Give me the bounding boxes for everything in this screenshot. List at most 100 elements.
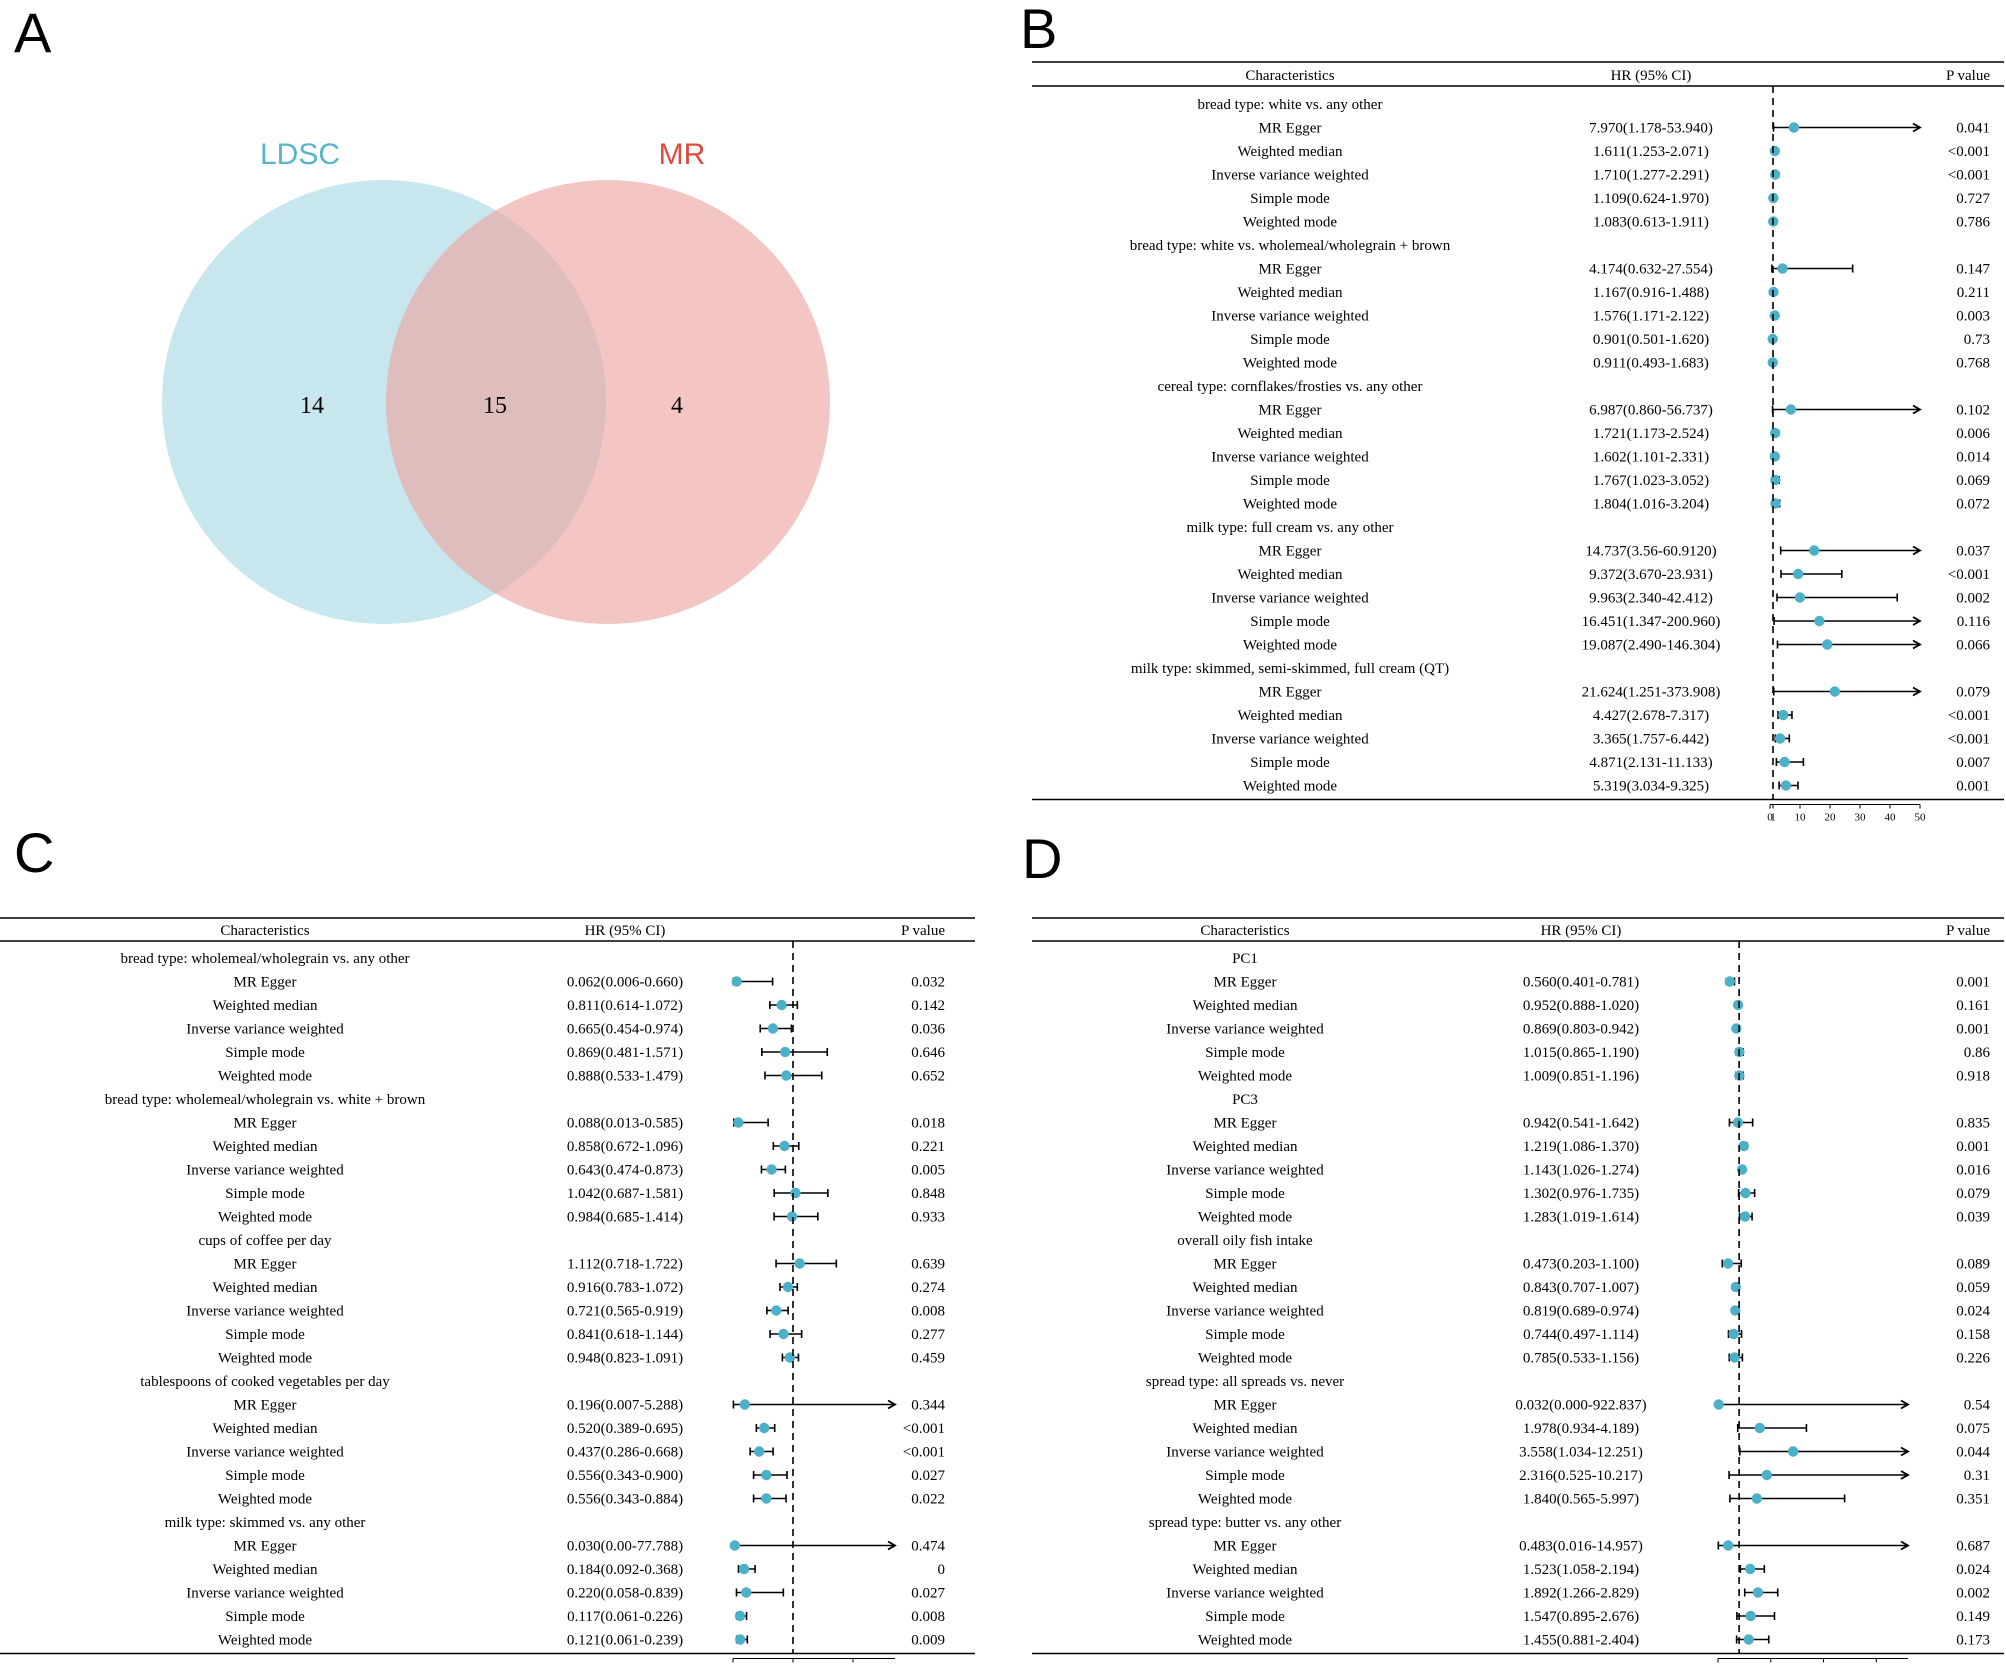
row-method: Simple mode <box>1250 755 1330 771</box>
row-method: Weighted mode <box>218 1633 313 1649</box>
group-label: milk type: full cream vs. any other <box>1186 520 1393 536</box>
row-method: Inverse variance weighted <box>1166 1022 1324 1038</box>
row-method: Simple mode <box>1205 1045 1285 1061</box>
row-p-value: 0.149 <box>1956 1609 1990 1625</box>
venn-label-ldsc: LDSC <box>260 138 340 171</box>
group-label: cups of coffee per day <box>199 1233 332 1249</box>
row-p-value: 0.918 <box>1956 1069 1990 1085</box>
hr-point <box>1732 999 1744 1011</box>
hr-point <box>1788 122 1800 133</box>
row-p-value: 0.001 <box>1956 975 1990 991</box>
row-hr-ci: 1.721(1.173-2.524) <box>1593 426 1709 442</box>
hr-point <box>1769 145 1781 157</box>
row-method: MR Egger <box>1214 1116 1277 1132</box>
hr-point <box>761 1469 772 1481</box>
row-p-value: 0.072 <box>1956 497 1990 513</box>
row-hr-ci: 0.901(0.501-1.620) <box>1593 332 1709 348</box>
row-method: MR Egger <box>1259 403 1322 419</box>
row-hr-ci: 0.869(0.481-1.571) <box>567 1045 683 1061</box>
row-p-value: 0.31 <box>1964 1468 1990 1484</box>
row-hr-ci: 0.911(0.493-1.683) <box>1593 356 1709 372</box>
hr-point <box>731 976 742 987</box>
row-hr-ci: 9.963(2.340-42.412) <box>1589 591 1713 607</box>
row-p-value: 0.018 <box>911 1116 945 1132</box>
hr-point <box>1722 1540 1734 1551</box>
row-method: Inverse variance weighted <box>1166 1445 1324 1461</box>
row-p-value: 0.089 <box>1956 1257 1990 1273</box>
row-method: MR Egger <box>1259 685 1322 701</box>
row-hr-ci: 0.888(0.533-1.479) <box>567 1069 683 1085</box>
row-method: Weighted mode <box>1198 1492 1293 1508</box>
row-hr-ci: 5.319(3.034-9.325) <box>1593 779 1709 795</box>
hr-point <box>1729 1352 1740 1363</box>
row-p-value: 0.044 <box>1956 1445 1990 1461</box>
hr-point <box>1740 1187 1751 1199</box>
header-characteristics: Characteristics <box>1200 923 1289 939</box>
row-hr-ci: 1.112(0.718-1.722) <box>567 1257 683 1273</box>
row-method: Inverse variance weighted <box>1211 732 1369 748</box>
row-hr-ci: 0.030(0.00-77.788) <box>567 1539 683 1555</box>
row-hr-ci: 0.721(0.565-0.919) <box>567 1304 683 1320</box>
row-hr-ci: 1.283(1.019-1.614) <box>1523 1210 1639 1226</box>
row-p-value: 0.639 <box>911 1257 945 1273</box>
row-hr-ci: 0.062(0.006-0.660) <box>567 975 683 991</box>
venn-label-mr: MR <box>659 138 706 171</box>
row-method: Weighted mode <box>1198 1351 1293 1367</box>
hr-point <box>729 1540 740 1551</box>
row-method: MR Egger <box>234 1257 297 1273</box>
row-method: Weighted mode <box>218 1351 313 1367</box>
row-p-value: 0.173 <box>1956 1633 1990 1649</box>
row-hr-ci: 1.143(1.026-1.274) <box>1523 1163 1639 1179</box>
row-hr-ci: 1.523(1.058-2.194) <box>1523 1562 1639 1578</box>
row-method: MR Egger <box>234 975 297 991</box>
row-hr-ci: 1.804(1.016-3.204) <box>1593 497 1709 513</box>
hr-point <box>738 1563 750 1575</box>
row-p-value: 0.646 <box>911 1045 945 1061</box>
row-p-value: 0.002 <box>1956 591 1990 607</box>
ci-arrow <box>1900 1470 1910 1480</box>
row-method: Weighted median <box>1192 1562 1298 1578</box>
hr-point <box>1778 709 1789 721</box>
hr-point <box>739 1399 750 1410</box>
row-hr-ci: 1.840(0.565-5.997) <box>1523 1492 1639 1508</box>
hr-point <box>1829 686 1841 697</box>
hr-point <box>781 1070 792 1081</box>
row-method: Weighted median <box>1237 567 1343 583</box>
row-hr-ci: 0.556(0.343-0.884) <box>567 1492 683 1508</box>
row-p-value: 0.835 <box>1956 1116 1990 1132</box>
row-method: Inverse variance weighted <box>186 1022 344 1038</box>
forest-plot-b: Characteristics HR (95% CI) P value bread t… <box>1032 61 2004 824</box>
row-hr-ci: 0.473(0.203-1.100) <box>1523 1257 1639 1273</box>
hr-point <box>1774 733 1786 744</box>
row-method: Inverse variance weighted <box>186 1304 344 1320</box>
row-hr-ci: 1.978(0.934-4.189) <box>1523 1421 1639 1437</box>
hr-point <box>1752 1587 1764 1598</box>
row-p-value: 0.351 <box>1956 1492 1990 1508</box>
row-p-value: 0.036 <box>911 1022 945 1038</box>
row-method: Simple mode <box>1250 191 1330 207</box>
row-method: Inverse variance weighted <box>1166 1304 1324 1320</box>
x-tick-label: 10 <box>1795 812 1807 824</box>
row-p-value: 0.069 <box>1956 473 1990 489</box>
row-hr-ci: 1.455(0.881-2.404) <box>1523 1633 1639 1649</box>
row-method: Simple mode <box>1250 614 1330 630</box>
row-method: Simple mode <box>1205 1186 1285 1202</box>
ci-arrow <box>1900 1540 1910 1551</box>
row-hr-ci: 0.744(0.497-1.114) <box>1523 1327 1639 1343</box>
row-hr-ci: 14.737(3.56-60.9120) <box>1585 544 1716 560</box>
row-hr-ci: 1.167(0.916-1.488) <box>1593 285 1709 301</box>
row-p-value: <0.001 <box>1948 168 1990 184</box>
row-method: Simple mode <box>1205 1468 1285 1484</box>
row-hr-ci: 0.665(0.454-0.974) <box>567 1022 683 1038</box>
panel-label-c: C <box>14 821 54 884</box>
row-p-value: 0.007 <box>1956 755 1990 771</box>
group-label: milk type: skimmed vs. any other <box>165 1515 366 1531</box>
row-method: Weighted mode <box>1243 638 1338 654</box>
hr-point <box>1787 1446 1799 1457</box>
row-p-value: 0.027 <box>911 1468 945 1484</box>
hr-point <box>779 1140 790 1152</box>
row-method: Simple mode <box>225 1468 305 1484</box>
row-p-value: <0.001 <box>903 1445 945 1461</box>
hr-point <box>734 1610 746 1622</box>
venn-count-overlap: 15 <box>483 393 507 419</box>
